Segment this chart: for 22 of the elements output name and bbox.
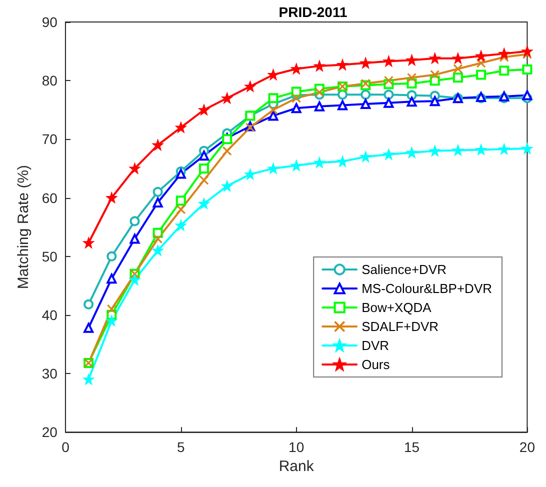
legend-label: SDALF+DVR	[362, 319, 439, 334]
x-tick-label: 10	[288, 439, 304, 456]
y-tick-label: 90	[42, 14, 58, 30]
y-tick-label: 30	[42, 366, 58, 382]
x-tick-label: 20	[519, 439, 536, 456]
y-tick-label: 50	[42, 248, 58, 264]
legend-label: Salience+DVR	[362, 262, 446, 277]
legend-label: Bow+XQDA	[362, 300, 432, 315]
y-tick-label: 70	[42, 131, 58, 148]
legend-label: DVR	[362, 338, 390, 353]
legend-label: Ours	[362, 357, 390, 372]
y-axis-title: Matching Rate (%)	[15, 164, 32, 290]
x-axis-title: Rank	[278, 458, 314, 475]
y-tick-label: 20	[42, 424, 58, 440]
chart-title: PRID-2011	[278, 4, 348, 20]
x-tick-label: 5	[177, 439, 186, 456]
legend-label: MS-Colour&LBP+DVR	[362, 281, 492, 296]
y-tick-label: 40	[42, 306, 58, 323]
y-tick-label: 80	[42, 72, 58, 89]
y-tick-label: 60	[42, 190, 58, 206]
x-tick-label: 0	[62, 439, 70, 456]
x-tick-label: 15	[404, 439, 420, 456]
